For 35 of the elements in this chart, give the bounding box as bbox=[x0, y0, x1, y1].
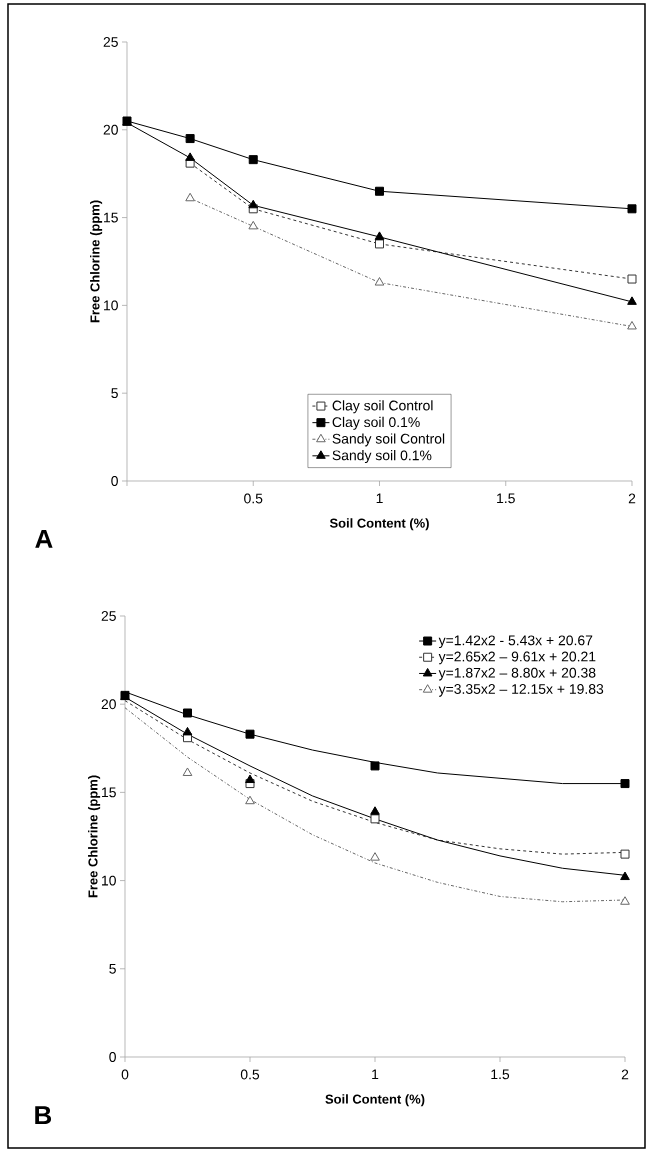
y-tick-label: 5 bbox=[111, 388, 118, 399]
x-tick-label: 0 bbox=[121, 1069, 129, 1080]
y-tick-label: 10 bbox=[102, 875, 116, 886]
y-tick-label: 5 bbox=[109, 963, 116, 974]
x-tick-label: 1.5 bbox=[497, 493, 515, 504]
y-tick-label: 0 bbox=[109, 1052, 116, 1062]
x-tick-label: 2 bbox=[628, 493, 636, 504]
x-tick-label: 2 bbox=[621, 1069, 629, 1080]
y-tick-label: 20 bbox=[101, 699, 116, 710]
x-axis-title: Soil Content (%) bbox=[325, 1094, 425, 1107]
legend-label: Clay soil 0.1% bbox=[332, 416, 420, 430]
x-tick-label: 0.5 bbox=[240, 1069, 260, 1080]
x-tick-label: 1 bbox=[372, 1069, 379, 1080]
y-tick-label: 15 bbox=[102, 787, 116, 798]
y-axis-title: Free Chlorine (ppm) bbox=[88, 775, 101, 898]
legend-label: y=2.65x2 – 9.61x + 20.21 bbox=[438, 651, 596, 665]
legend-label: Clay soil Control bbox=[332, 400, 433, 414]
x-tick-label: 1 bbox=[376, 493, 383, 504]
y-tick-label: 10 bbox=[104, 300, 118, 311]
legend-label: y=1.42x2 - 5.43x + 20.67 bbox=[438, 635, 593, 649]
text: B bbox=[35, 1106, 52, 1125]
legend-label: Sandy soil 0.1% bbox=[332, 450, 432, 464]
y-tick-label: 0 bbox=[111, 476, 118, 486]
y-tick-label: 15 bbox=[104, 212, 118, 223]
text: A bbox=[35, 529, 53, 548]
legend-label: Sandy soil Control bbox=[332, 433, 445, 447]
x-axis-title: Soil Content (%) bbox=[329, 518, 429, 531]
y-axis-title: Free Chlorine (ppm) bbox=[90, 200, 103, 323]
x-tick-label: 0.5 bbox=[244, 493, 263, 504]
legend-label: y=1.87x2 – 8.80x + 20.38 bbox=[438, 667, 596, 681]
y-tick-label: 20 bbox=[103, 124, 118, 135]
y-tick-label: 25 bbox=[103, 37, 118, 47]
y-tick-label: 25 bbox=[101, 611, 116, 621]
x-tick-label: 1.5 bbox=[491, 1069, 510, 1080]
legend-label: y=3.35x2 – 12.15x + 19.83 bbox=[438, 684, 604, 697]
